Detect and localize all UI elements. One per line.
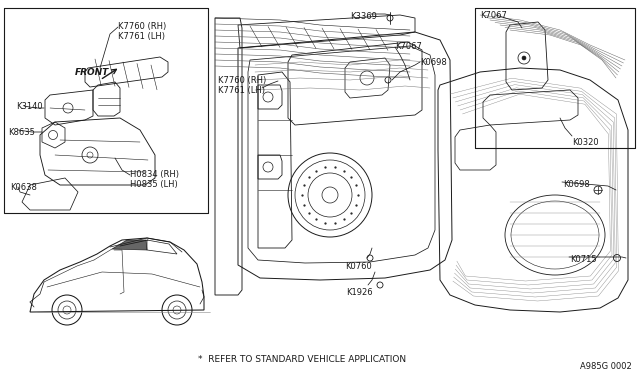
Text: K7760 (RH): K7760 (RH) xyxy=(218,76,266,85)
Text: K0760: K0760 xyxy=(345,262,372,271)
Text: H0835 (LH): H0835 (LH) xyxy=(130,180,178,189)
Text: H0834 (RH): H0834 (RH) xyxy=(130,170,179,179)
Text: K0715: K0715 xyxy=(570,255,596,264)
Text: K0698: K0698 xyxy=(563,180,589,189)
Polygon shape xyxy=(112,240,147,250)
Text: A985G 0002: A985G 0002 xyxy=(580,362,632,371)
Text: K7067: K7067 xyxy=(395,42,422,51)
Text: FRONT: FRONT xyxy=(75,68,109,77)
Text: K8635: K8635 xyxy=(8,128,35,137)
Text: K7760 (RH): K7760 (RH) xyxy=(118,22,166,31)
Text: K3369: K3369 xyxy=(350,12,377,21)
Text: K7761 (LH): K7761 (LH) xyxy=(118,32,165,41)
Text: K0638: K0638 xyxy=(10,183,37,192)
Text: K3140: K3140 xyxy=(16,102,43,111)
Circle shape xyxy=(522,56,526,60)
Text: K7067: K7067 xyxy=(480,11,507,20)
Text: *  REFER TO STANDARD VEHICLE APPLICATION: * REFER TO STANDARD VEHICLE APPLICATION xyxy=(198,355,406,364)
Text: K0320: K0320 xyxy=(572,138,598,147)
Text: K1926: K1926 xyxy=(346,288,372,297)
Text: K0698: K0698 xyxy=(420,58,447,67)
Text: K7761 (LH): K7761 (LH) xyxy=(218,86,265,95)
